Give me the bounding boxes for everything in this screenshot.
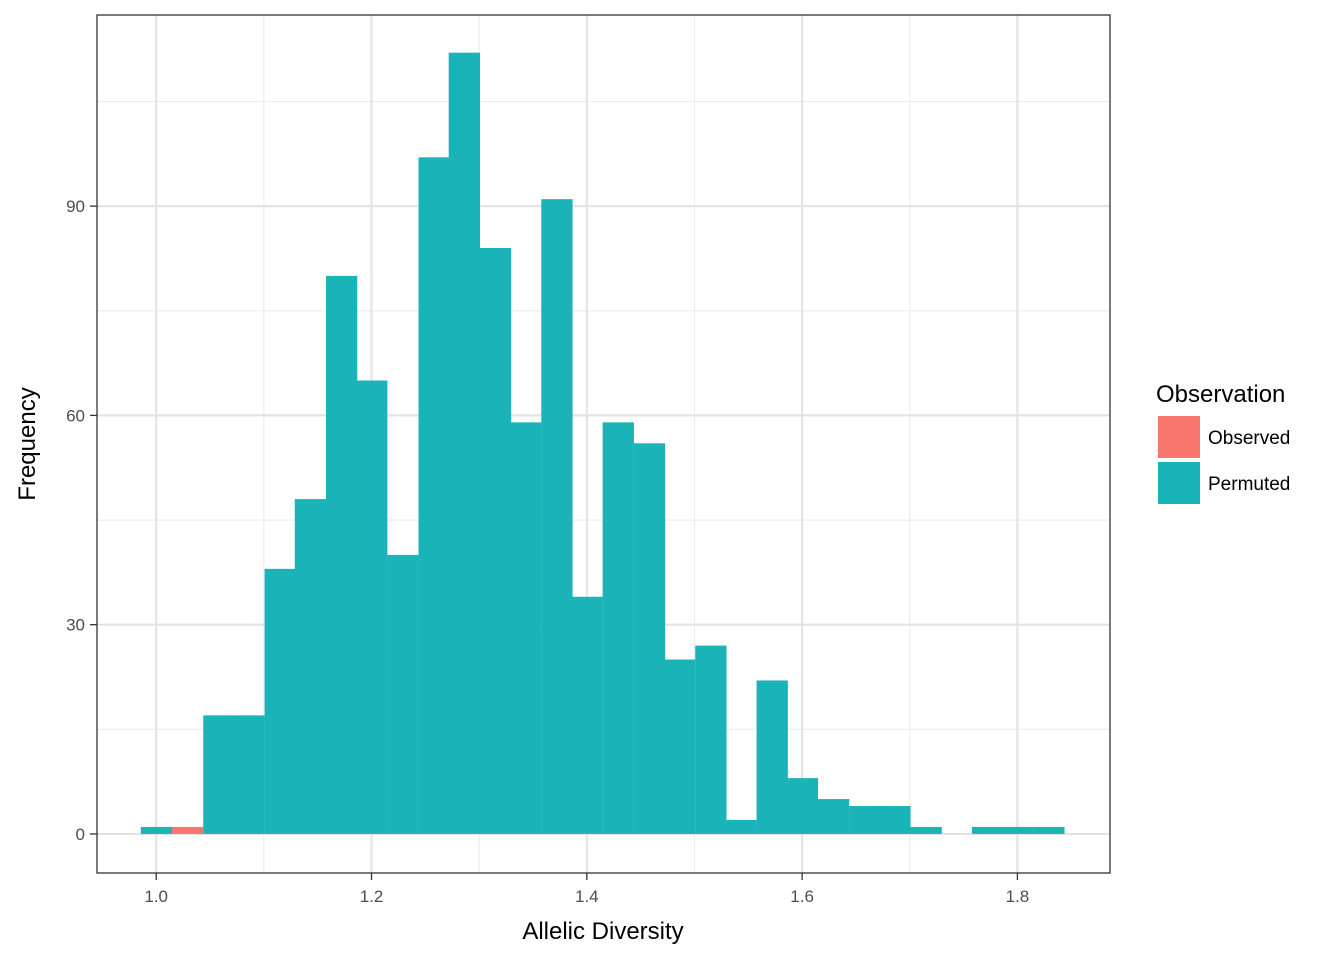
bar-permuted — [294, 499, 327, 834]
legend-label-permuted: Permuted — [1208, 474, 1290, 495]
plot-border — [96, 14, 1111, 874]
y-axis: 0 30 60 90 — [66, 197, 97, 844]
bar-permuted — [571, 596, 603, 834]
bar-permuted — [1002, 826, 1034, 834]
bar-permuted — [971, 826, 1004, 834]
bar-permuted — [387, 554, 419, 834]
bar-permuted — [725, 819, 757, 834]
bar-permuted — [448, 52, 480, 834]
bar-permuted — [541, 199, 573, 834]
x-axis-title: Allelic Diversity — [522, 918, 683, 945]
bar-permuted — [910, 826, 942, 834]
bar-permuted — [479, 247, 512, 834]
x-tick-label: 1.4 — [575, 887, 599, 906]
bar-permuted — [602, 422, 634, 834]
legend-key-observed — [1158, 416, 1200, 458]
legend-label-observed: Observed — [1208, 428, 1290, 449]
x-tick-label: 1.8 — [1006, 887, 1030, 906]
x-tick-label: 1.6 — [790, 887, 814, 906]
y-tick-label: 0 — [76, 825, 85, 844]
bar-permuted — [233, 715, 265, 834]
bar-permuted — [510, 422, 542, 834]
y-axis-title: Frequency — [14, 387, 41, 500]
y-tick-label: 90 — [66, 197, 85, 216]
bar-permuted — [695, 645, 727, 834]
bar-permuted — [849, 806, 881, 834]
y-tick-label: 30 — [66, 616, 85, 635]
bar-permuted — [817, 799, 850, 834]
legend: Observation Observed Permuted — [1156, 381, 1290, 504]
bar-permuted — [633, 443, 666, 834]
bar-permuted — [418, 157, 450, 834]
y-tick-label: 60 — [66, 406, 85, 425]
bar-permuted — [140, 826, 173, 834]
bar-observed — [172, 826, 204, 834]
bar-permuted — [264, 568, 296, 834]
legend-key-permuted — [1158, 462, 1200, 504]
histogram-bars — [140, 52, 1065, 834]
x-axis: 1.0 1.2 1.4 1.6 1.8 — [144, 873, 1029, 906]
bar-permuted — [325, 275, 358, 834]
x-tick-label: 1.0 — [144, 887, 168, 906]
bar-permuted — [664, 659, 696, 834]
bar-permuted — [786, 778, 819, 834]
bar-permuted — [203, 715, 235, 834]
bar-permuted — [1033, 826, 1065, 834]
bar-permuted — [879, 806, 911, 834]
x-tick-label: 1.2 — [360, 887, 384, 906]
legend-title: Observation — [1156, 381, 1285, 408]
bar-permuted — [356, 380, 388, 834]
bar-permuted — [756, 680, 788, 834]
